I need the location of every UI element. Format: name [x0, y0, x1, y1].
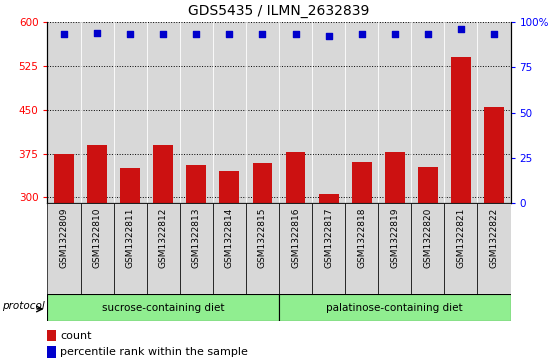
Bar: [47, 203, 80, 296]
Text: GSM1322819: GSM1322819: [390, 208, 400, 268]
Point: [424, 32, 432, 37]
Point: [93, 30, 102, 36]
Bar: [319, 195, 339, 363]
Point: [258, 32, 267, 37]
Point: [489, 32, 498, 37]
Text: GSM1322812: GSM1322812: [158, 208, 168, 268]
Bar: [286, 152, 305, 363]
Bar: [312, 203, 345, 296]
Bar: [451, 57, 471, 363]
Text: palatinose-containing diet: palatinose-containing diet: [326, 303, 463, 313]
Text: count: count: [60, 331, 92, 341]
Point: [60, 32, 69, 37]
Point: [390, 32, 399, 37]
Point: [291, 32, 300, 37]
Bar: [114, 203, 147, 296]
Text: GSM1322811: GSM1322811: [126, 208, 134, 268]
Bar: [120, 168, 140, 363]
Text: GSM1322821: GSM1322821: [456, 208, 465, 268]
Bar: [411, 203, 444, 296]
Point: [192, 32, 201, 37]
Bar: [385, 152, 405, 363]
Text: GSM1322816: GSM1322816: [291, 208, 300, 268]
Text: GSM1322813: GSM1322813: [192, 208, 201, 268]
Bar: [253, 163, 272, 363]
Bar: [47, 294, 279, 321]
Bar: [246, 203, 279, 296]
Title: GDS5435 / ILMN_2632839: GDS5435 / ILMN_2632839: [188, 4, 370, 18]
Text: GSM1322810: GSM1322810: [93, 208, 102, 268]
Text: GSM1322817: GSM1322817: [324, 208, 333, 268]
Bar: [484, 107, 504, 363]
Bar: [180, 203, 213, 296]
Point: [126, 32, 134, 37]
Point: [357, 32, 366, 37]
Bar: [213, 203, 246, 296]
Text: percentile rank within the sample: percentile rank within the sample: [60, 347, 248, 357]
Bar: [87, 145, 107, 363]
Text: GSM1322814: GSM1322814: [225, 208, 234, 268]
Bar: [279, 203, 312, 296]
Point: [324, 33, 333, 39]
Text: protocol: protocol: [2, 301, 45, 311]
Bar: [444, 203, 478, 296]
Bar: [186, 165, 206, 363]
Point: [225, 32, 234, 37]
Bar: [219, 171, 239, 363]
Point: [158, 32, 167, 37]
Bar: [418, 167, 438, 363]
Bar: [153, 145, 173, 363]
Bar: [378, 203, 411, 296]
Point: [456, 26, 465, 32]
Text: GSM1322815: GSM1322815: [258, 208, 267, 268]
Text: GSM1322820: GSM1322820: [424, 208, 432, 268]
Bar: [279, 294, 511, 321]
Bar: [352, 162, 372, 363]
Bar: [47, 346, 56, 358]
Bar: [478, 203, 511, 296]
Bar: [80, 203, 114, 296]
Bar: [345, 203, 378, 296]
Text: GSM1322822: GSM1322822: [489, 208, 498, 268]
Bar: [47, 330, 56, 341]
Bar: [54, 154, 74, 363]
Bar: [147, 203, 180, 296]
Text: GSM1322809: GSM1322809: [60, 208, 69, 268]
Text: GSM1322818: GSM1322818: [357, 208, 366, 268]
Text: sucrose-containing diet: sucrose-containing diet: [102, 303, 224, 313]
